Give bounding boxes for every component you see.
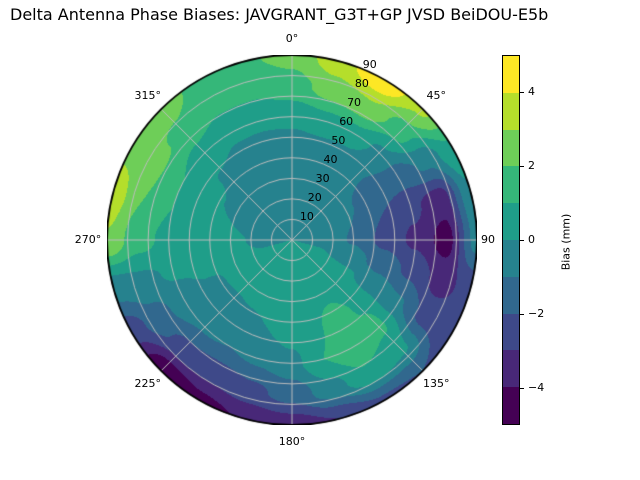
radial-tick-label-20: 20 — [307, 191, 322, 205]
colorbar-band-0 — [503, 56, 519, 93]
colorbar-tick-mark — [520, 239, 524, 241]
colorbar-tick-label-4: 4 — [528, 85, 535, 98]
angle-tick-label-0: 0° — [285, 32, 299, 45]
radial-tick-label-50: 50 — [331, 134, 346, 148]
angle-tick-label-90: 90 — [481, 233, 495, 246]
colorbar-tick-label-0: 0 — [528, 233, 535, 246]
angle-tick-label-270: 270° — [74, 233, 102, 246]
radial-tick-label-90: 90 — [362, 58, 377, 72]
angle-tick-label-315: 315° — [134, 88, 162, 102]
colorbar-tick-label-2: 2 — [528, 159, 535, 172]
colorbar-tick-label-−4: −4 — [528, 381, 545, 394]
colorbar-axis-label: Bias (mm) — [559, 213, 573, 271]
angle-tick-label-45: 45° — [426, 88, 446, 102]
colorbar-band-9 — [503, 387, 519, 424]
radial-tick-label-10: 10 — [299, 210, 314, 223]
colorbar-band-3 — [503, 166, 519, 204]
radial-tick-label-70: 70 — [347, 96, 362, 110]
radial-tick-label-40: 40 — [323, 153, 338, 167]
angle-tick-label-225: 225° — [134, 377, 162, 391]
radial-tick-label-60: 60 — [339, 115, 354, 129]
colorbar-tick-mark — [520, 91, 524, 93]
colorbar-band-5 — [503, 239, 519, 277]
colorbar-band-4 — [503, 203, 519, 240]
colorbar-tick-mark — [520, 165, 524, 167]
colorbar-band-2 — [503, 129, 519, 167]
angle-tick-label-180: 180° — [278, 435, 306, 448]
colorbar-band-7 — [503, 313, 519, 351]
colorbar-tick-label-−2: −2 — [528, 307, 545, 320]
chart-title: Delta Antenna Phase Biases: JAVGRANT_G3T… — [10, 5, 549, 24]
radial-tick-label-80: 80 — [354, 77, 369, 91]
colorbar-band-8 — [503, 350, 519, 388]
colorbar-band-1 — [503, 92, 519, 130]
colorbar-tick-mark — [520, 387, 524, 389]
colorbar — [502, 55, 520, 425]
radial-tick-label-30: 30 — [315, 172, 330, 186]
colorbar-band-6 — [503, 276, 519, 314]
colorbar-tick-mark — [520, 313, 524, 315]
angle-tick-label-135: 135° — [422, 377, 450, 391]
polar-contour-plot — [107, 55, 477, 425]
